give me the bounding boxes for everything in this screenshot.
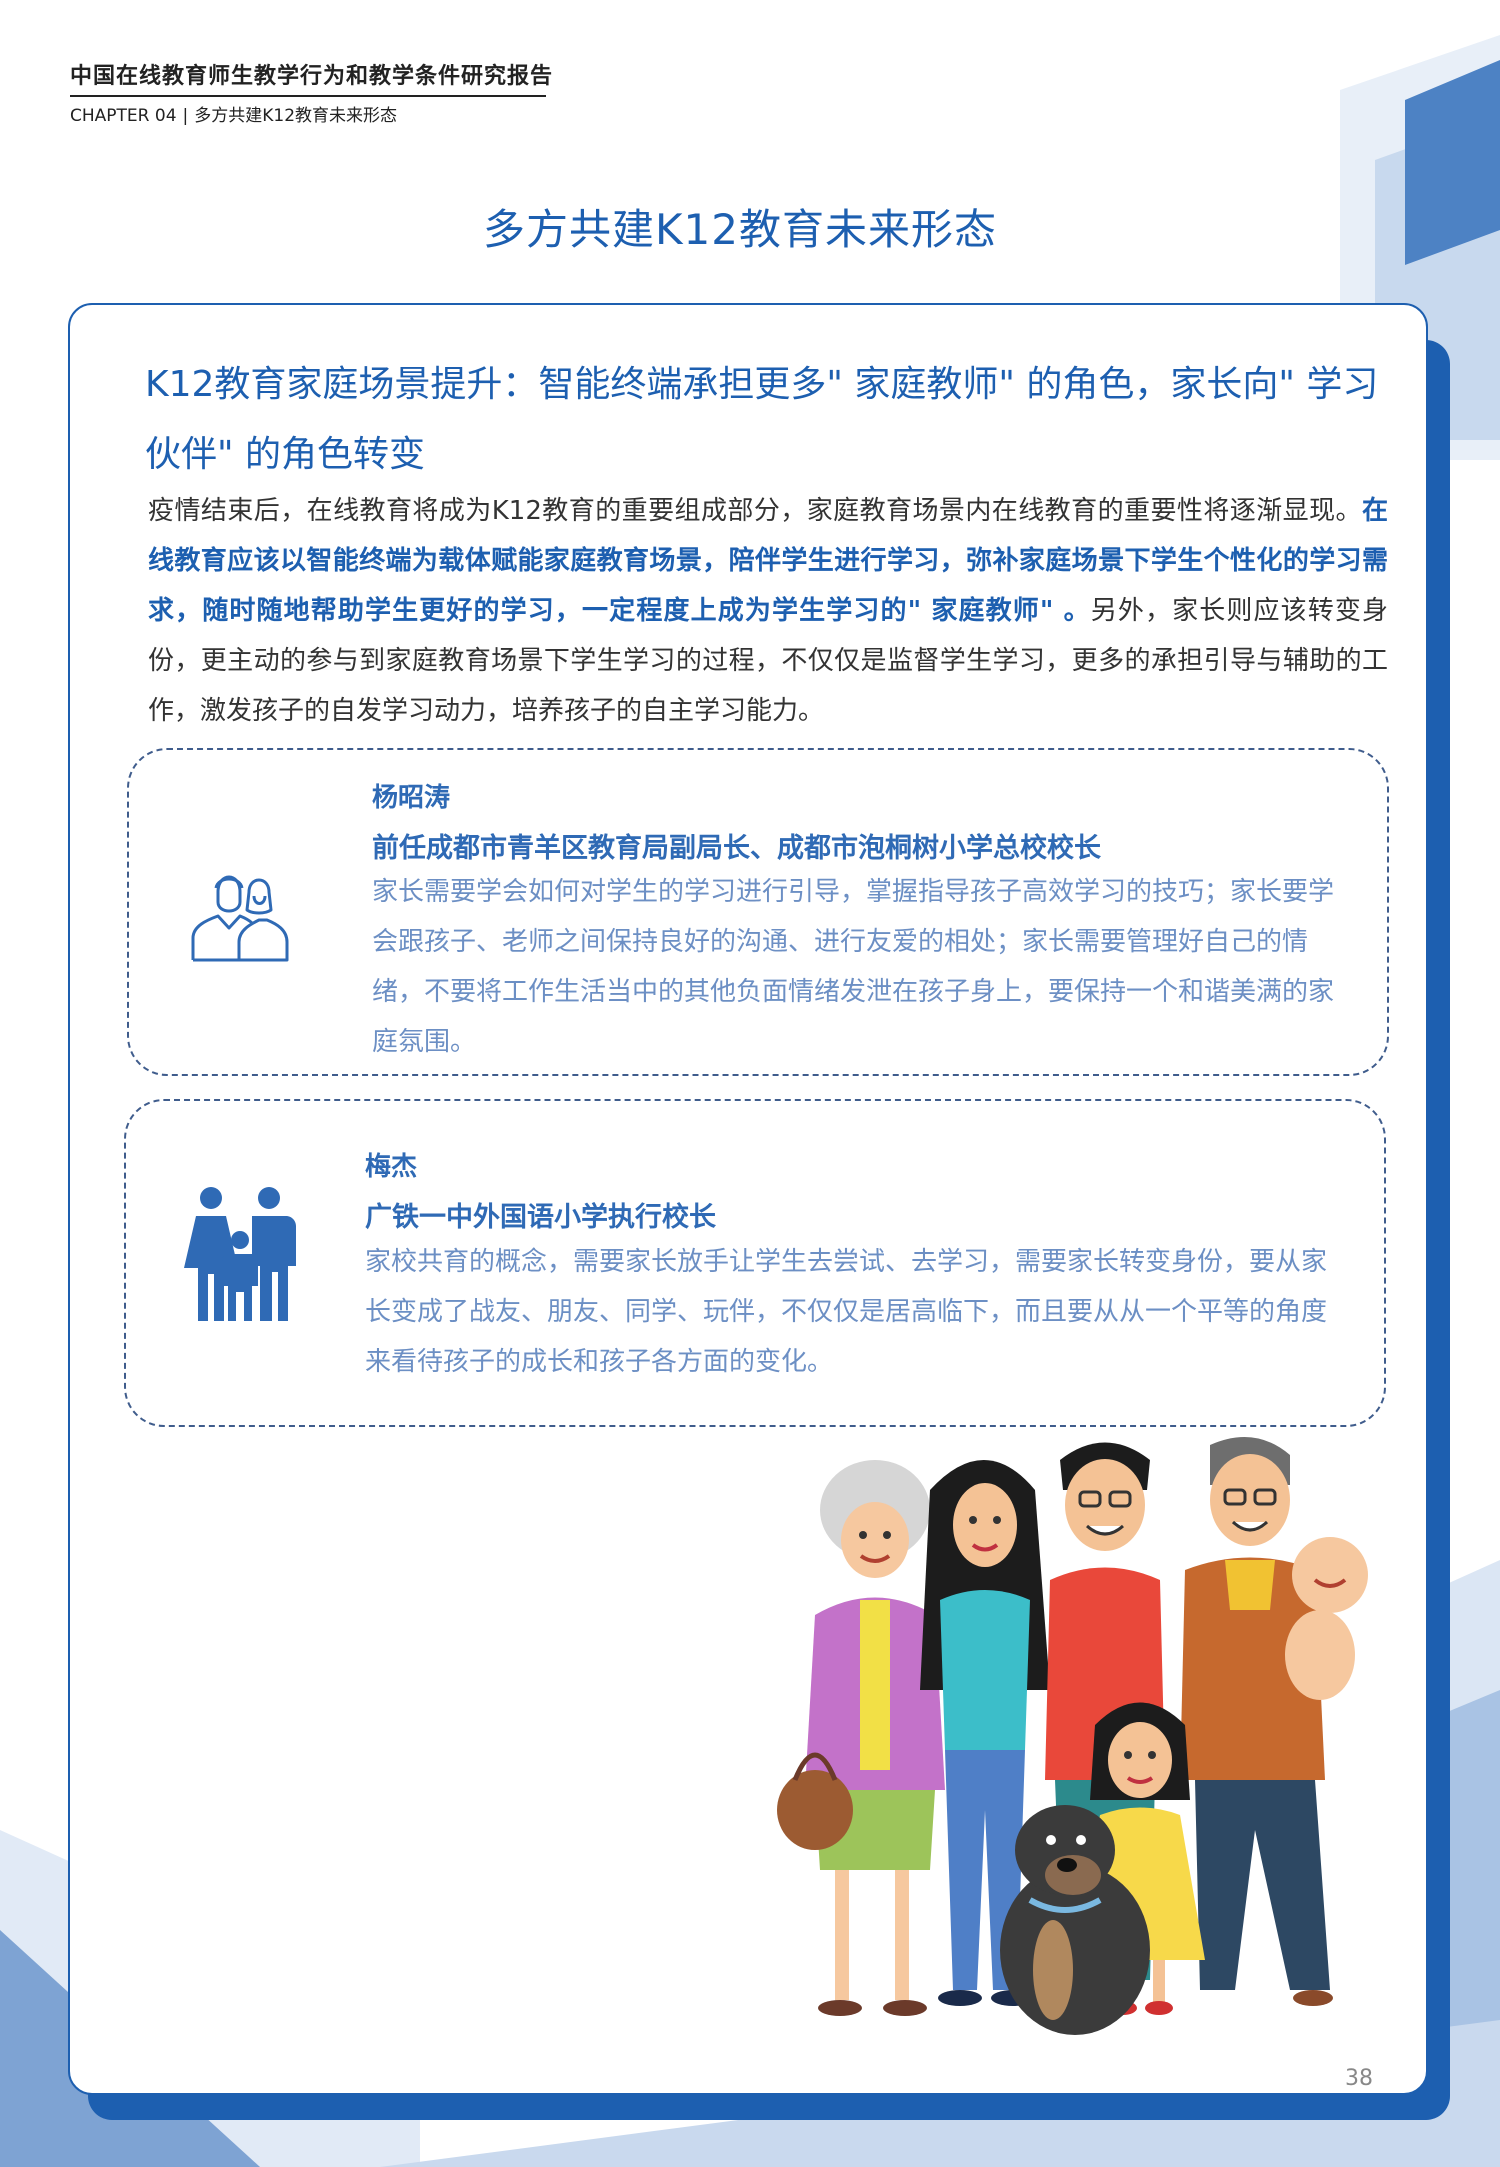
- page-number: 38: [1345, 2066, 1373, 2091]
- quote-role-1: 前任成都市青羊区教育局副局长、成都市泡桐树小学总校校长: [372, 833, 1101, 864]
- quote-author-2: 梅杰: [365, 1152, 418, 1182]
- quote-card-2: [124, 1099, 1386, 1427]
- quote-card-1: [127, 748, 1389, 1076]
- family-illustration: [777, 1437, 1368, 2035]
- chapter-separator: |: [182, 106, 189, 126]
- chapter-number: CHAPTER 04: [70, 106, 177, 126]
- quote-text-2: 家校共育的概念，需要家长放手让学生去尝试、去学习，需要家长转变身份，要从家长变成…: [365, 1247, 1328, 1377]
- section-title: K12教育家庭场景提升：智能终端承担更多" 家庭教师" 的角色，家长向" 学习伙…: [145, 364, 1379, 475]
- body-intro: 疫情结束后，在线教育将成为K12教育的重要组成部分，家庭教育场景内在线教育的重要…: [148, 496, 1362, 526]
- chapter-label: CHAPTER 04 | 多方共建K12教育未来形态: [70, 101, 397, 126]
- body-rest: 另外，家长则应该转变身份，更主动的参与到家庭教育场景下学生学习的过程，不仅仅是监…: [148, 596, 1388, 726]
- quote-author-1: 杨昭涛: [372, 783, 451, 813]
- section-body: 疫情结束后，在线教育将成为K12教育的重要组成部分，家庭教育场景内在线教育的重要…: [148, 486, 1388, 736]
- quote-role-2: 广铁一中外国语小学执行校长: [365, 1202, 716, 1233]
- parents-outline-icon: [191, 875, 289, 962]
- body-highlight: 在线教育应该以智能终端为载体赋能家庭教育场景，陪伴学生进行学习，弥补家庭场景下学…: [148, 496, 1388, 626]
- family-filled-icon: [184, 1187, 296, 1321]
- chapter-title: 多方共建K12教育未来形态: [194, 106, 398, 126]
- page-heading: 多方共建K12教育未来形态: [483, 205, 997, 254]
- header-divider: [70, 95, 546, 97]
- quote-text-1: 家长需要学会如何对学生的学习进行引导，掌握指导孩子高效学习的技巧；家长要学会跟孩…: [372, 877, 1335, 1057]
- report-title: 中国在线教育师生教学行为和教学条件研究报告: [70, 64, 554, 89]
